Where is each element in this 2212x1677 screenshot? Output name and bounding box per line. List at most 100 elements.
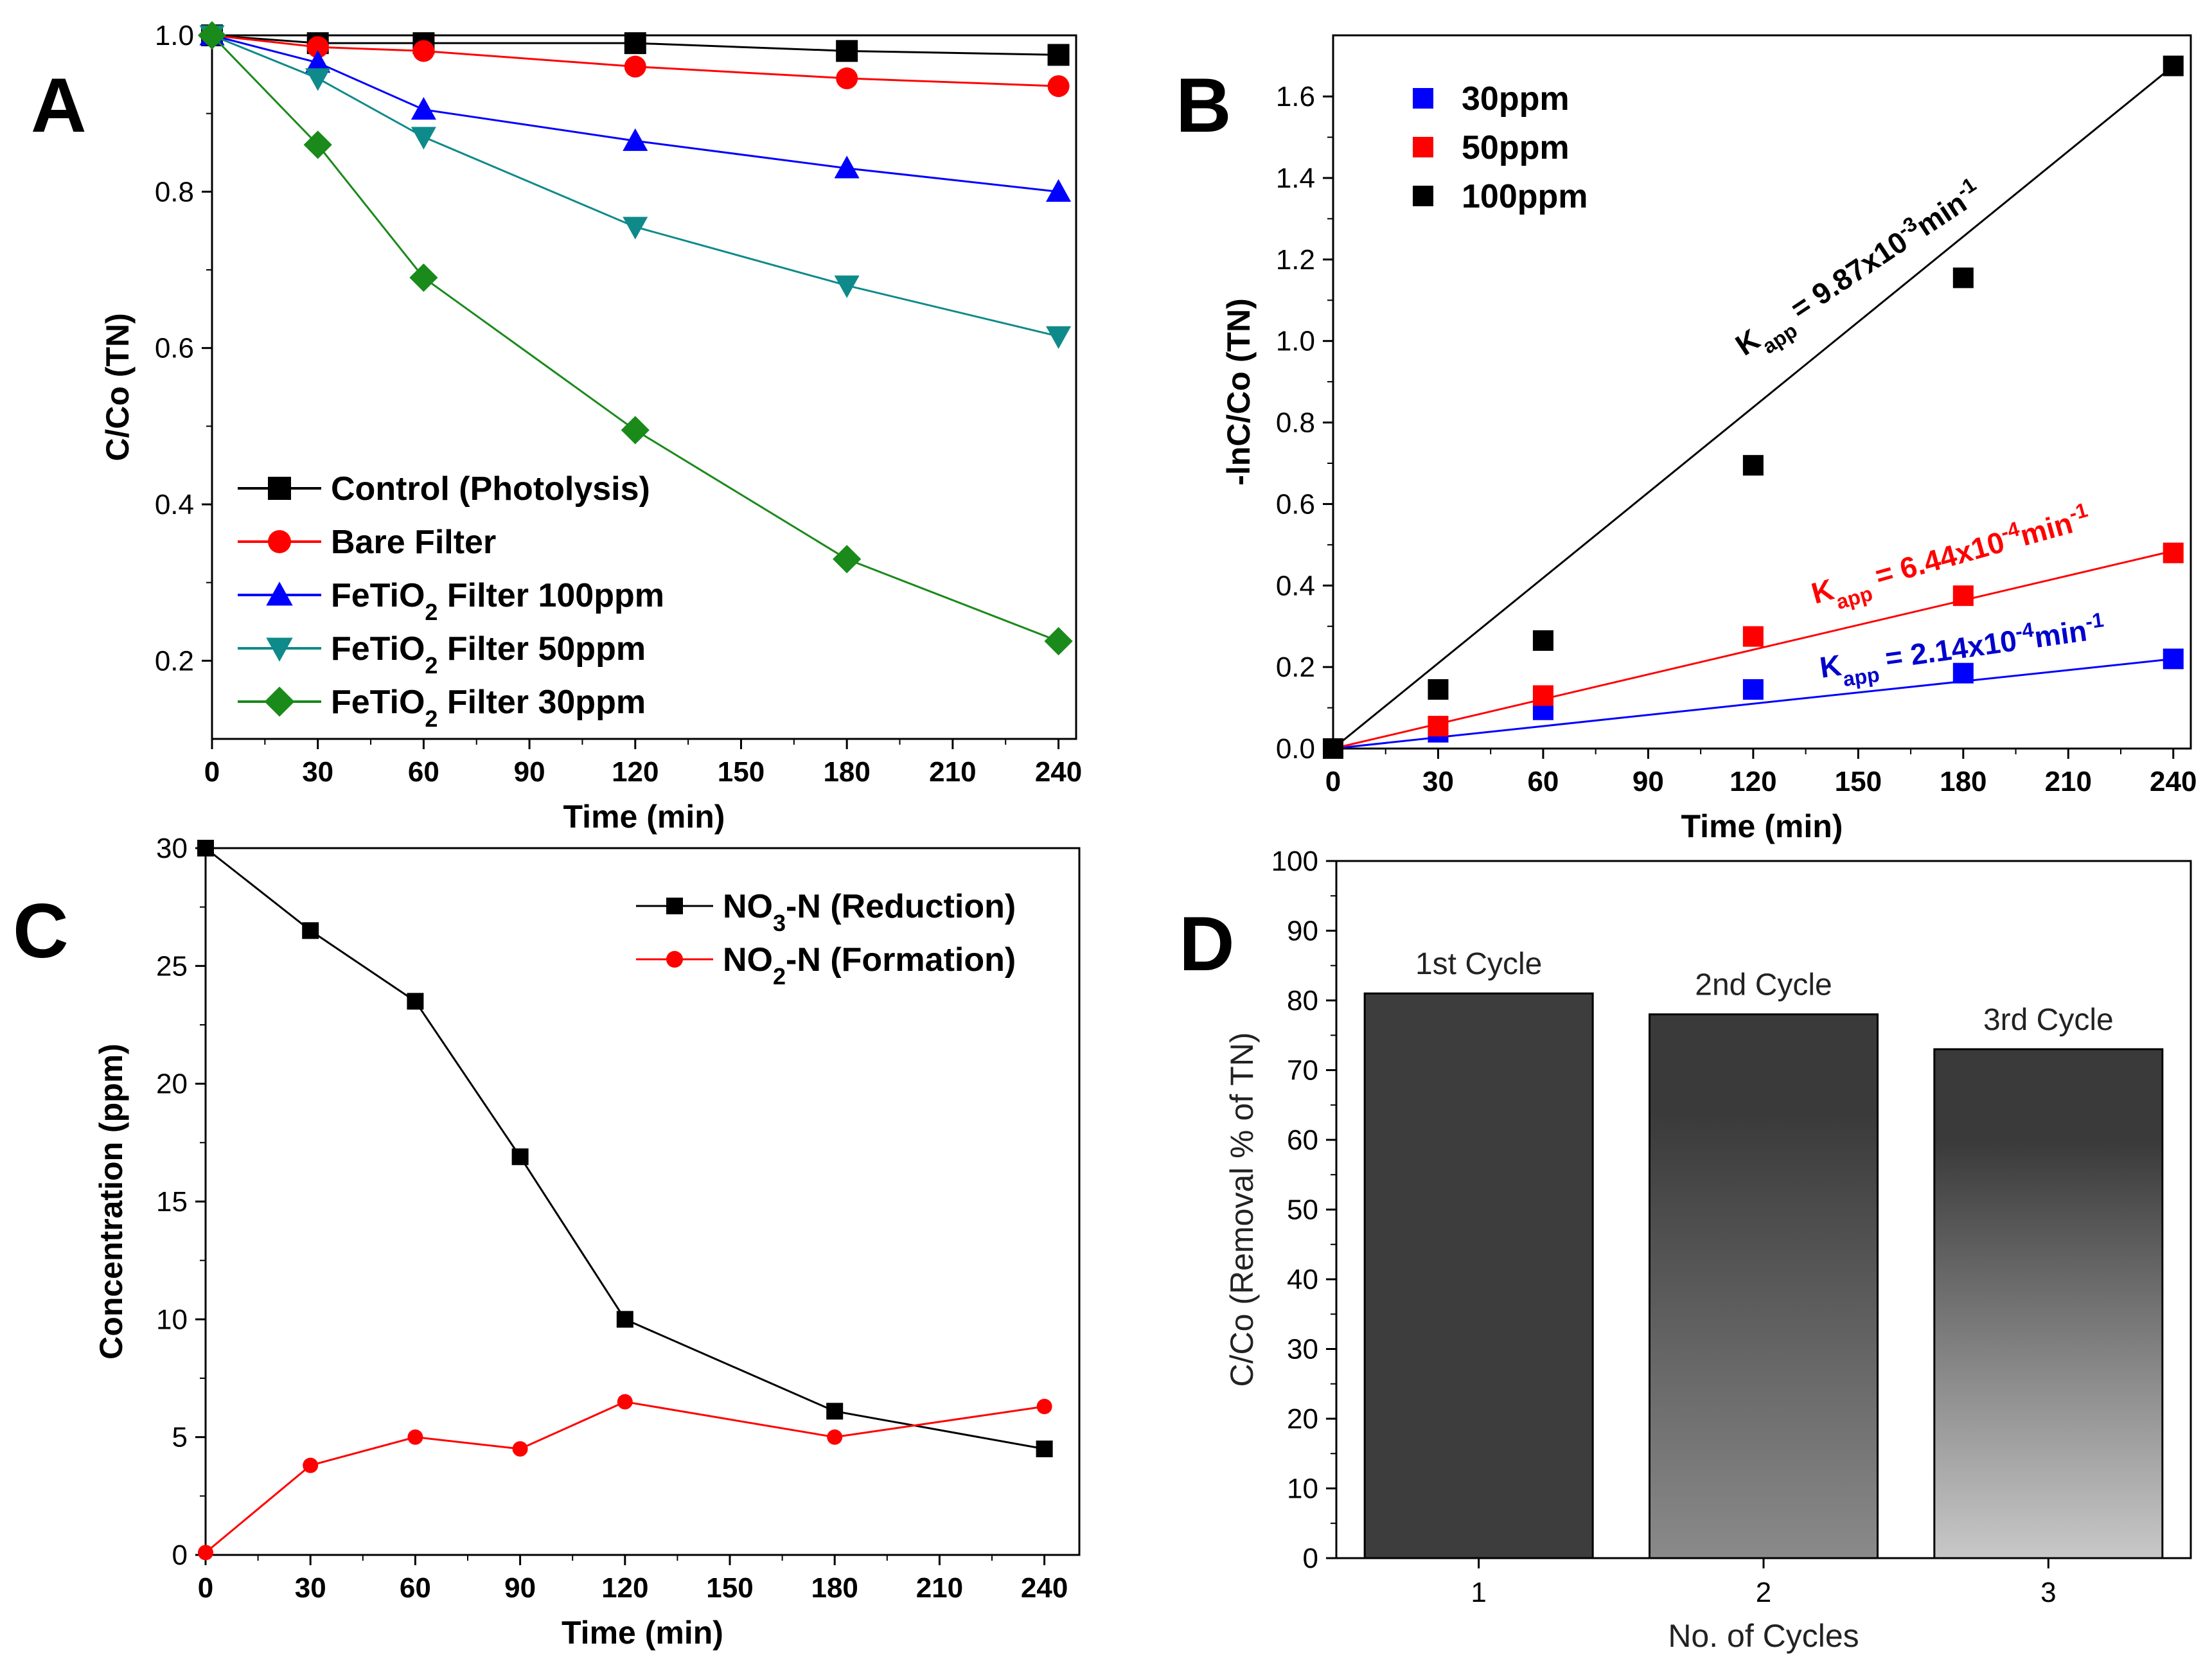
fit-line <box>1332 65 2174 750</box>
bar-label: 2nd Cycle <box>1695 968 1832 1002</box>
data-point <box>1952 662 1974 684</box>
series-line <box>211 34 1059 193</box>
x-tick-label: 150 <box>706 1572 753 1604</box>
x-tick-label: 150 <box>1835 766 1882 797</box>
y-tick-label: 1.6 <box>1276 81 1315 112</box>
y-tick-label: 20 <box>1287 1403 1318 1435</box>
data-point <box>1046 326 1072 349</box>
y-axis-title: Concentration (ppm) <box>93 1043 129 1360</box>
bar <box>1363 992 1594 1559</box>
data-point <box>411 97 436 120</box>
data-point <box>1428 679 1449 700</box>
legend-marker <box>268 530 291 553</box>
data-point <box>1742 626 1764 647</box>
legend-label: FeTiO2 Filter 30ppm <box>331 684 646 732</box>
data-point <box>305 50 331 73</box>
data-point <box>197 21 227 50</box>
data-point <box>1742 679 1764 700</box>
data-point <box>412 40 435 62</box>
data-point <box>1742 455 1764 476</box>
x-tick-label: 60 <box>400 1572 431 1604</box>
data-point <box>305 68 331 91</box>
x-tick-label: 210 <box>2045 766 2092 797</box>
data-point <box>621 416 650 445</box>
x-tick-label: 120 <box>1730 766 1776 797</box>
data-point <box>409 263 438 292</box>
data-point <box>303 1457 319 1473</box>
data-point <box>1952 267 1974 288</box>
y-tick-label: 30 <box>156 833 188 864</box>
x-tick-label: 180 <box>811 1572 858 1604</box>
data-point <box>1532 630 1553 651</box>
y-tick-label: 5 <box>172 1422 188 1453</box>
data-point <box>617 1394 633 1410</box>
data-point <box>1036 1399 1052 1414</box>
panel-c: C 0 30 60 90 120 150 180 210 240 0 5 10 15 20 25 30 Time … <box>13 833 1081 1651</box>
data-point <box>303 130 332 159</box>
series-line <box>205 847 1045 1450</box>
legend-label: 50ppm <box>1462 129 1570 166</box>
data-point <box>1047 75 1070 98</box>
bar-label: 1st Cycle <box>1415 947 1542 981</box>
y-tick-label: 1.2 <box>1276 244 1315 276</box>
x-tick-label: 30 <box>302 756 333 788</box>
x-tick-label: 0 <box>1325 766 1341 797</box>
panel-d: D 0 10 20 30 40 50 60 70 80 90 100 1st Cycle 1 2nd Cyc… <box>1179 846 2192 1654</box>
x-tick-label: 1 <box>1471 1577 1486 1608</box>
legend-marker <box>266 637 293 662</box>
data-point <box>834 275 860 298</box>
data-point <box>836 40 858 62</box>
data-point <box>407 993 424 1010</box>
data-point <box>1046 179 1072 202</box>
data-point <box>623 128 648 151</box>
x-tick-label: 120 <box>612 756 659 788</box>
x-axis-title: Time (min) <box>562 1615 723 1651</box>
x-tick-label: 90 <box>1632 766 1664 797</box>
legend-label: Control (Photolysis) <box>331 470 650 508</box>
legend-marker <box>1413 88 1433 109</box>
x-axis-title: No. of Cycles <box>1668 1618 1859 1654</box>
data-point <box>1952 585 1974 607</box>
legend-marker <box>264 686 295 717</box>
x-tick-label: 210 <box>929 756 976 788</box>
x-tick-label: 3 <box>2040 1577 2056 1608</box>
data-point <box>512 1441 528 1457</box>
y-tick-label: 0.8 <box>155 176 194 208</box>
legend-label: 100ppm <box>1462 178 1588 215</box>
bar <box>1933 1048 2164 1559</box>
fit-line <box>1332 549 2174 750</box>
y-tick-label: 0.6 <box>155 333 194 364</box>
data-point <box>306 36 329 58</box>
legend-label: NO2-N (Formation) <box>723 941 1016 989</box>
y-tick-label: 25 <box>156 950 188 982</box>
y-tick-label: 0.0 <box>1276 733 1315 765</box>
data-point <box>2163 55 2184 76</box>
x-tick-label: 180 <box>1940 766 1986 797</box>
y-tick-label: 90 <box>1287 916 1318 947</box>
y-tick-label: 0 <box>1303 1543 1318 1574</box>
legend-label: Bare Filter <box>331 524 496 561</box>
x-tick-label: 240 <box>1035 756 1082 788</box>
data-point <box>302 922 319 939</box>
panel-label: B <box>1176 62 1232 148</box>
x-tick-label: 0 <box>198 1572 213 1604</box>
data-point <box>616 1311 633 1328</box>
series-line <box>211 34 1059 337</box>
x-axis-title: Time (min) <box>1681 808 1843 844</box>
panel-a: A 0 30 60 90 120 150 180 210 240 0.2 0.4 0.6 0.8 1.0 Ti… <box>31 20 1082 835</box>
y-tick-label: 1.0 <box>1276 326 1315 357</box>
panel-b: B 0 30 60 90 120 150 180 210 240 0.0 0.2 0.4 0.6 0.8 1.… <box>1176 34 2197 844</box>
data-point <box>1428 716 1449 737</box>
legend-marker <box>666 951 683 968</box>
y-tick-label: 80 <box>1287 985 1318 1016</box>
data-point <box>624 32 646 55</box>
x-tick-label: 240 <box>1021 1572 1068 1604</box>
plot-frame <box>1332 34 2192 750</box>
series-line <box>205 1401 1045 1554</box>
legend-marker <box>666 898 683 914</box>
data-point <box>624 55 646 78</box>
series-line <box>211 34 1059 87</box>
legend-label: 30ppm <box>1462 80 1570 118</box>
y-axis-title: C/Co (TN) <box>100 313 136 461</box>
